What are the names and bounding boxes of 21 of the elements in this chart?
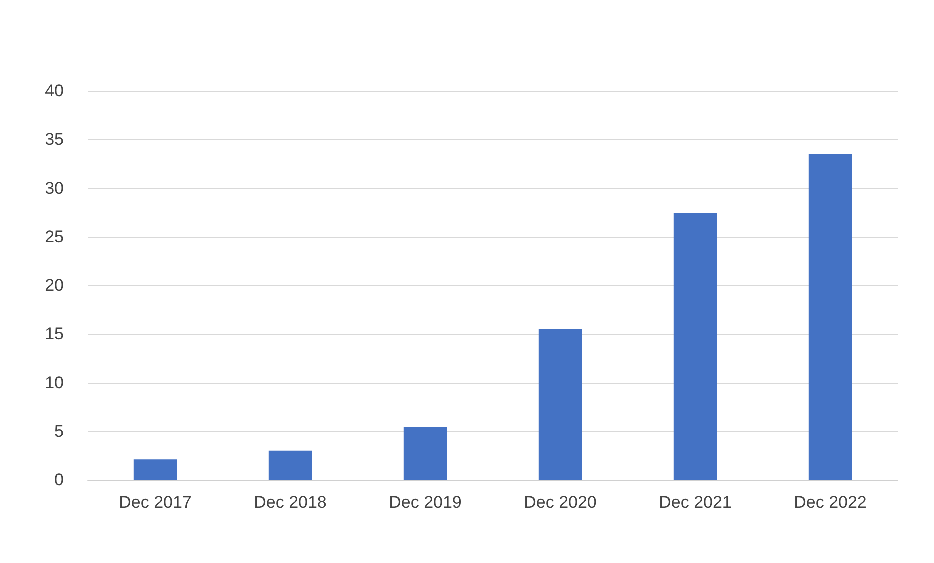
x-tick-label: Dec 2021 (659, 493, 732, 512)
y-tick-label: 25 (45, 227, 64, 246)
x-tick-label: Dec 2017 (119, 493, 192, 512)
y-tick-label: 15 (45, 324, 64, 344)
x-tick-label: Dec 2020 (524, 493, 597, 512)
bar (134, 460, 178, 480)
y-tick-label: 40 (45, 82, 64, 100)
y-tick-label: 0 (54, 470, 64, 490)
bar (674, 214, 718, 480)
y-tick-label: 35 (45, 130, 64, 150)
bar (404, 427, 448, 480)
x-tick-label: Dec 2022 (794, 493, 867, 512)
y-tick-label: 10 (45, 373, 64, 392)
x-tick-label: Dec 2019 (389, 493, 462, 512)
y-tick-label: 30 (45, 178, 64, 198)
x-tick-label: Dec 2018 (254, 493, 327, 512)
bar (538, 329, 582, 480)
y-tick-label: 5 (54, 422, 64, 441)
bar (268, 450, 312, 480)
y-tick-label: 20 (45, 276, 64, 295)
bar (808, 154, 852, 480)
